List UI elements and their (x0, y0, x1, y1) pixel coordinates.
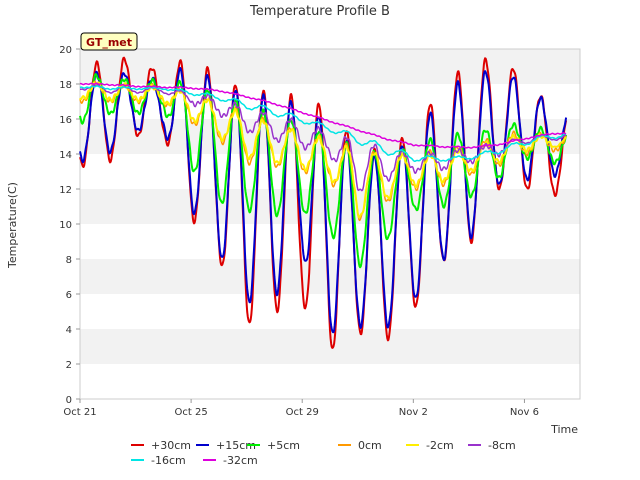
grid-band (80, 259, 580, 294)
x-axis-label: Time (550, 423, 578, 436)
gt-met-label: GT_met (86, 36, 132, 49)
series-lines (79, 56, 568, 349)
legend-label: 0cm (358, 439, 382, 452)
legend-label: -16cm (151, 454, 186, 467)
y-tick-label: 18 (59, 80, 72, 91)
grid-band (80, 49, 580, 84)
grid-band (80, 364, 580, 399)
y-axis-label: Temperature(C) (6, 182, 19, 269)
y-tick-label: 4 (66, 325, 72, 336)
y-tick-label: 14 (59, 150, 72, 161)
y-tick-label: 6 (66, 290, 72, 301)
legend-label: +5cm (267, 439, 300, 452)
x-tick-label: Nov 2 (399, 407, 428, 418)
y-tick-label: 8 (66, 255, 72, 266)
series-line-+5cm (79, 73, 568, 269)
x-tick-label: Oct 25 (175, 407, 208, 418)
y-tick-label: 2 (66, 360, 72, 371)
legend-label: -8cm (488, 439, 516, 452)
grid-band (80, 224, 580, 259)
x-tick-label: Oct 29 (286, 407, 319, 418)
chart-title: Temperature Profile B (249, 4, 390, 19)
legend-label: +30cm (151, 439, 191, 452)
y-axis-ticks: 0 2 4 6 8 10 12 14 16 18 20 (59, 45, 80, 406)
y-tick-label: 12 (59, 185, 72, 196)
x-tick-label: Nov 6 (510, 407, 539, 418)
x-axis-ticks: Oct 21 Oct 25 Oct 29 Nov 2 Nov 6 (63, 399, 539, 418)
y-tick-label: 16 (59, 115, 72, 126)
y-tick-label: 20 (59, 45, 72, 56)
legend-label: +15cm (216, 439, 256, 452)
series-line--32cm (79, 82, 567, 149)
x-tick-label: Oct 21 (63, 407, 96, 418)
gt-met-badge: GT_met (80, 32, 138, 51)
legend-label: -32cm (223, 454, 258, 467)
legend-label: -2cm (426, 439, 454, 452)
y-tick-label: 10 (59, 220, 72, 231)
plot-background-bands (80, 49, 580, 399)
y-tick-label: 0 (66, 395, 72, 406)
series-line--16cm (79, 85, 567, 162)
legend: +30cm +15cm +5cm 0cm -2cm -8cm -16cm -32cm (131, 439, 516, 467)
